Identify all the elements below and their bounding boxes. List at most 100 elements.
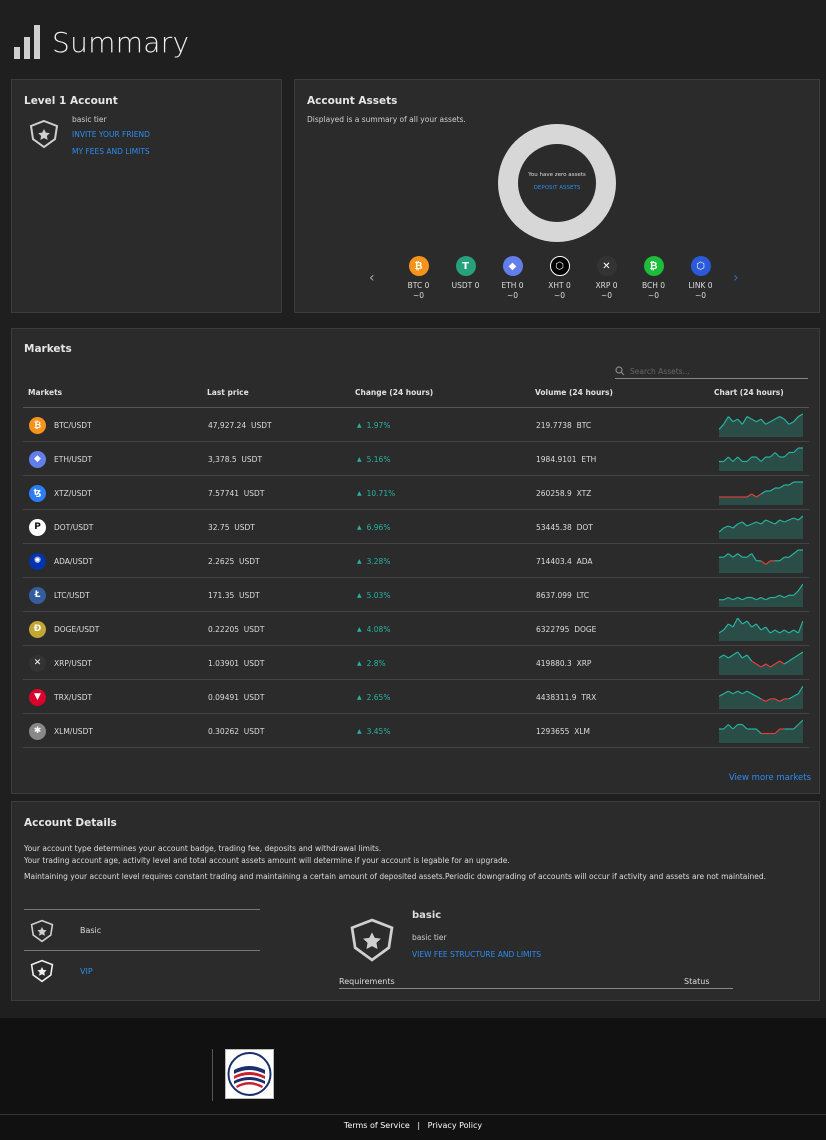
coin-label: XHT 0 [548, 281, 571, 290]
sparkline-segment [769, 452, 776, 458]
coin-carousel: ₿ BTC 0 ~0 T USDT 0 ◆ ETH 0 ~0 ⬡ XHT 0 ~0 ✕ XRP 0 ~0 ₿… [395, 256, 724, 301]
ada-icon: ✺ [29, 552, 46, 570]
coin-link[interactable]: ⬡ LINK 0 ~0 [677, 256, 724, 301]
sparkline-segment [742, 690, 748, 695]
chevron-left-icon[interactable]: ‹ [369, 270, 375, 286]
sparkline-segment [728, 623, 734, 628]
market-pair[interactable]: XRP/USDT [54, 658, 93, 668]
sparkline-segment [751, 553, 757, 562]
fees-limits-link[interactable]: MY FEES AND LIMITS [72, 147, 150, 156]
sparkline-segment [732, 724, 739, 730]
sparkline-chart [719, 476, 803, 510]
sparkline-segment [784, 519, 790, 523]
coin-value: ~0 [506, 291, 519, 300]
xtz-icon: ꜩ [29, 484, 46, 502]
assets-panel: Account Assets Displayed is a summary of… [294, 79, 820, 313]
sparkline-segment [779, 594, 785, 599]
requirements-header: Requirements [339, 977, 395, 986]
market-pair[interactable]: ETH/USDT [54, 454, 93, 464]
market-row[interactable]: ✺ ADA/USDT 2.2625 USDT ▲ 3.28% 714403.4 ADA [23, 544, 809, 578]
market-row[interactable]: Ł LTC/USDT 171.35 USDT ▲ 5.03% 8637.099 LTC [23, 578, 809, 612]
sparkline-segment [774, 660, 780, 665]
sparkline-segment [742, 654, 748, 659]
volume-24h: 1984.9101 ETH [536, 454, 597, 464]
market-pair[interactable]: LTC/USDT [54, 590, 90, 600]
sparkline-segment [742, 620, 748, 625]
coin-bch[interactable]: ₿ BCH 0 ~0 [630, 256, 677, 301]
sparkline-segment [756, 418, 762, 423]
sparkline-segment [765, 519, 771, 523]
sparkline-segment [719, 693, 724, 697]
level-option-basic[interactable]: Basic [24, 909, 260, 949]
sparkline-segment [765, 421, 771, 425]
coin-eth[interactable]: ◆ ETH 0 ~0 [489, 256, 536, 301]
market-row[interactable]: ₿ BTC/USDT 47,927.24 USDT ▲ 1.97% 219.7738 BT… [23, 408, 809, 442]
basic-badge-icon [30, 919, 54, 943]
view-fee-structure-link[interactable]: VIEW FEE STRUCTURE AND LIMITS [412, 950, 542, 959]
sparkline-segment [779, 416, 785, 420]
sparkline-segment [797, 685, 803, 695]
deposit-assets-link[interactable]: DEPOSIT ASSETS [533, 185, 581, 191]
sparkline-segment [727, 724, 734, 730]
sparkline-segment [779, 698, 785, 702]
partner-seal-logo [225, 1049, 274, 1099]
sparkline-segment [788, 695, 794, 700]
sparkline-segment [755, 456, 762, 462]
coin-usdt[interactable]: T USDT 0 [442, 256, 489, 301]
privacy-link[interactable]: Privacy Policy [427, 1121, 483, 1130]
market-row[interactable]: ✕ XRP/USDT 1.03901 USDT ▲ 2.8% 419880.3 XRP [23, 646, 809, 680]
sparkline-segment [798, 413, 803, 418]
volume-24h: 6322795 DOGE [536, 624, 597, 634]
sparkline-svg [719, 447, 803, 471]
sparkline-area [719, 618, 803, 641]
coin-btc[interactable]: ₿ BTC 0 ~0 [395, 256, 442, 301]
market-pair[interactable]: XTZ/USDT [54, 488, 92, 498]
market-row[interactable]: Ð DOGE/USDT 0.22205 USDT ▲ 4.08% 6322795 DOGE [23, 612, 809, 646]
search-assets-input[interactable]: Search Assets... [615, 364, 808, 379]
invite-friend-link[interactable]: INVITE YOUR FRIEND [72, 130, 150, 139]
sparkline-segment [756, 493, 762, 498]
sparkline-area [719, 720, 803, 743]
coin-label: USDT 0 [451, 281, 480, 290]
coin-xrp[interactable]: ✕ XRP 0 ~0 [583, 256, 630, 301]
xrp-icon: ✕ [29, 654, 46, 672]
caret-up-icon: ▲ [357, 455, 362, 463]
volume-24h: 714403.4 ADA [536, 556, 593, 566]
level-vip-label: VIP [80, 967, 93, 976]
level-option-vip[interactable]: VIP [24, 950, 260, 990]
sparkline-segment [779, 556, 785, 562]
market-row[interactable]: P DOT/USDT 32.75 USDT ▲ 6.96% 53445.38 DOT [23, 510, 809, 544]
market-pair[interactable]: ADA/USDT [54, 556, 94, 566]
sparkline-segment [788, 421, 794, 425]
sparkline-segment [719, 654, 724, 659]
market-pair[interactable]: BTC/USDT [54, 420, 92, 430]
coin-value: ~0 [412, 291, 425, 300]
view-more-markets-link[interactable]: View more markets [728, 773, 811, 783]
market-pair[interactable]: TRX/USDT [54, 692, 93, 702]
terms-link[interactable]: Terms of Service [343, 1121, 410, 1130]
sparkline-segment [751, 521, 757, 525]
footer-separator: | [417, 1121, 421, 1130]
sparkline-segment [784, 629, 790, 634]
caret-up-icon: ▲ [357, 693, 362, 701]
sparkline-segment [779, 484, 785, 489]
sparkline-segment [774, 629, 780, 634]
coin-xht[interactable]: ⬡ XHT 0 ~0 [536, 256, 583, 301]
sparkline-area [719, 584, 803, 607]
market-row[interactable]: ◆ ETH/USDT 3,378.5 USDT ▲ 5.16% 1984.9101 ETH [23, 442, 809, 476]
chevron-right-icon[interactable]: › [733, 270, 739, 286]
market-row[interactable]: ▼ TRX/USDT 0.09491 USDT ▲ 2.65% 4438311.9 TRX [23, 680, 809, 714]
market-row[interactable]: ✱ XLM/USDT 0.30262 USDT ▲ 3.45% 1293655 XLM [23, 714, 809, 748]
market-pair[interactable]: DOGE/USDT [54, 624, 100, 634]
change-24h: ▲ 5.16% [357, 454, 391, 464]
sparkline-segment [741, 521, 748, 527]
market-pair[interactable]: DOT/USDT [54, 522, 94, 532]
sparkline-segment [741, 724, 748, 730]
sparkline-segment [723, 623, 729, 631]
market-row[interactable]: ꜩ XTZ/USDT 7.57741 USDT ▲ 10.71% 260258.9 XTZ [23, 476, 809, 510]
sparkline-segment [751, 493, 757, 498]
market-pair[interactable]: XLM/USDT [54, 726, 93, 736]
level-tier: basic tier [72, 115, 107, 124]
sparkline-area [719, 448, 803, 471]
last-price: 7.57741 USDT [208, 488, 265, 498]
